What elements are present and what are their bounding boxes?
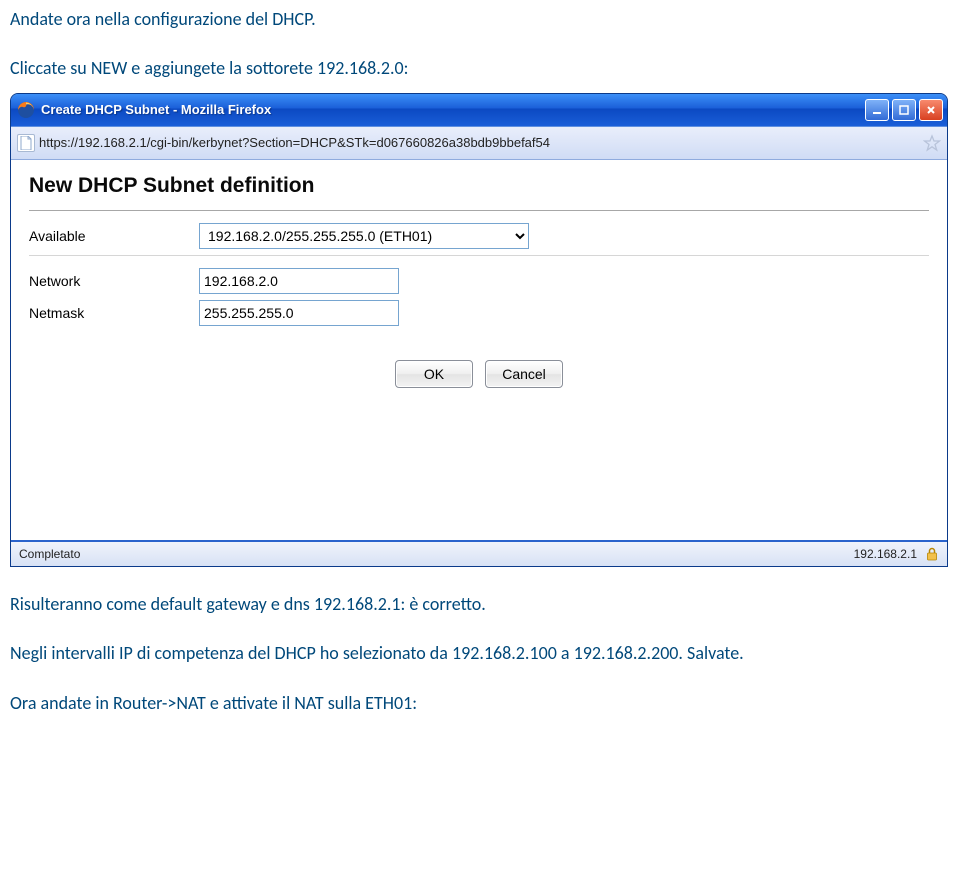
url-text[interactable]: https://192.168.2.1/cgi-bin/kerbynet?Sec… xyxy=(39,135,919,150)
doc-paragraph-2: Cliccate su NEW e aggiungete la sottoret… xyxy=(0,49,960,84)
row-available: Available 192.168.2.0/255.255.255.0 (ETH… xyxy=(29,223,929,249)
close-button[interactable] xyxy=(919,99,943,121)
cancel-button[interactable]: Cancel xyxy=(485,360,563,388)
titlebar: Create DHCP Subnet - Mozilla Firefox xyxy=(11,94,947,126)
statusbar: Completato 192.168.2.1 xyxy=(11,540,947,566)
doc-paragraph-5: Ora andate in Router->NAT e attivate il … xyxy=(0,684,960,719)
label-available: Available xyxy=(29,228,199,244)
firefox-icon xyxy=(17,101,35,119)
status-text: Completato xyxy=(19,547,80,561)
divider-light xyxy=(29,255,929,256)
minimize-button[interactable] xyxy=(865,99,889,121)
status-ip: 192.168.2.1 xyxy=(854,547,917,561)
select-available[interactable]: 192.168.2.0/255.255.255.0 (ETH01) xyxy=(199,223,529,249)
maximize-button[interactable] xyxy=(892,99,916,121)
lock-icon xyxy=(925,547,939,561)
ok-button[interactable]: OK xyxy=(395,360,473,388)
page-content: New DHCP Subnet definition Available 192… xyxy=(11,160,947,540)
row-network: Network xyxy=(29,268,929,294)
doc-paragraph-4: Negli intervalli IP di competenza del DH… xyxy=(0,634,960,669)
window-controls xyxy=(865,99,943,121)
bookmark-star-icon[interactable] xyxy=(923,134,941,152)
input-netmask[interactable] xyxy=(199,300,399,326)
doc-paragraph-3: Risulteranno come default gateway e dns … xyxy=(0,585,960,620)
window-title: Create DHCP Subnet - Mozilla Firefox xyxy=(41,102,865,117)
row-netmask: Netmask xyxy=(29,300,929,326)
doc-paragraph-1: Andate ora nella configurazione del DHCP… xyxy=(0,0,960,35)
page-icon xyxy=(17,134,35,152)
button-row: OK Cancel xyxy=(29,360,929,388)
divider xyxy=(29,210,929,211)
input-network[interactable] xyxy=(199,268,399,294)
firefox-window: Create DHCP Subnet - Mozilla Firefox htt… xyxy=(10,93,948,567)
page-heading: New DHCP Subnet definition xyxy=(29,174,929,198)
label-network: Network xyxy=(29,273,199,289)
label-netmask: Netmask xyxy=(29,305,199,321)
address-bar: https://192.168.2.1/cgi-bin/kerbynet?Sec… xyxy=(11,126,947,160)
